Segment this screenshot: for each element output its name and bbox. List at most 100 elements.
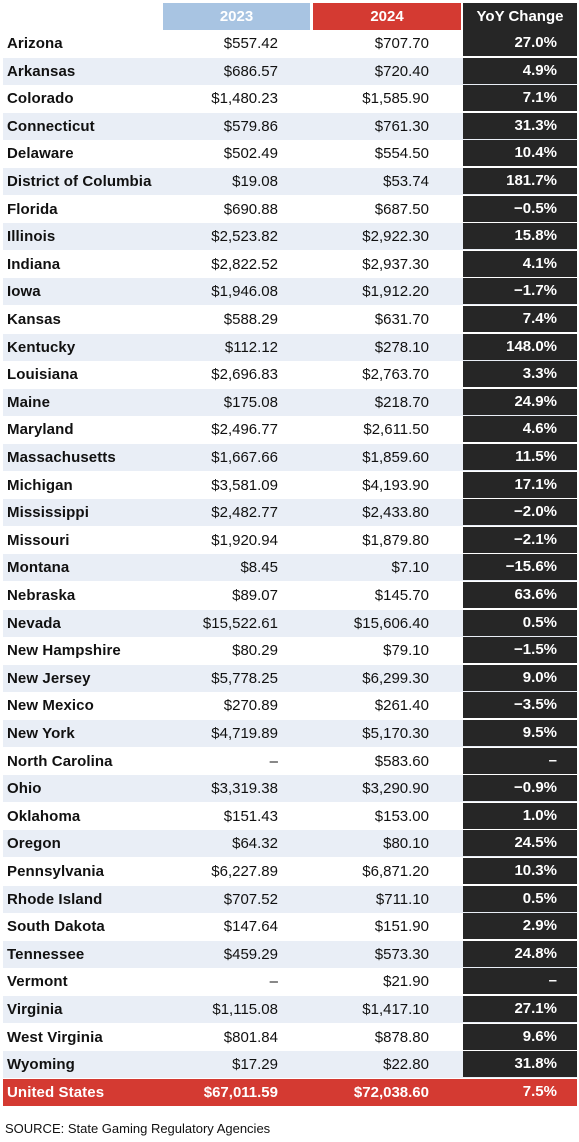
total-row: United States $67,011.59 $72,038.60 7.5%: [3, 1078, 577, 1106]
state-name-cell: Maine: [7, 393, 51, 411]
value-2024-cell: $583.60: [374, 752, 429, 770]
yoy-change-value: −3.5%: [514, 696, 557, 714]
value-2024-cell: $2,937.30: [362, 255, 429, 273]
table-row: West Virginia $801.84 $878.80 9.6%: [3, 1023, 577, 1051]
yoy-change-cell: 0.5%: [463, 609, 577, 636]
yoy-change-value: 24.5%: [514, 834, 557, 852]
yoy-change-cell: 4.6%: [463, 416, 577, 443]
yoy-change-value: 1.0%: [522, 806, 557, 824]
state-name-cell: Illinois: [7, 228, 56, 246]
value-2024-cell: $22.80: [383, 1056, 429, 1074]
value-2023-cell: $1,920.94: [211, 531, 278, 549]
table-row: Colorado $1,480.23 $1,585.90 7.1%: [3, 85, 577, 112]
table-header: 2023 2024 YoY Change: [3, 3, 577, 30]
table-row: Michigan $3,581.09 $4,193.90 17.1%: [3, 471, 577, 499]
value-2023-cell: $707.52: [223, 890, 278, 908]
value-2023-cell: $5,778.25: [211, 669, 278, 687]
state-name-cell: North Carolina: [7, 752, 113, 770]
table-row: Missouri $1,920.94 $1,879.80 −2.1%: [3, 526, 577, 554]
yoy-change-value: 27.0%: [514, 34, 557, 51]
table-row: Vermont – $21.90 –: [3, 968, 577, 995]
value-2024-cell: $878.80: [374, 1028, 429, 1046]
state-name-cell: Wyoming: [7, 1056, 75, 1074]
table-row: New York $4,719.89 $5,170.30 9.5%: [3, 720, 577, 747]
value-2023-cell: $2,822.52: [211, 255, 278, 273]
table-row: Iowa $1,946.08 $1,912.20 −1.7%: [3, 278, 577, 306]
state-name-cell: Kansas: [7, 311, 61, 328]
yoy-change-cell: 4.1%: [463, 250, 577, 277]
yoy-change-cell: 31.8%: [463, 1051, 577, 1078]
table-row: Indiana $2,822.52 $2,937.30 4.1%: [3, 250, 577, 278]
table-row: New Mexico $270.89 $261.40 −3.5%: [3, 692, 577, 719]
yoy-change-value: −1.7%: [514, 282, 557, 300]
value-2023-cell: $19.08: [232, 173, 278, 190]
state-name-cell: Pennsylvania: [7, 863, 105, 880]
table-row: Maine $175.08 $218.70 24.9%: [3, 388, 577, 416]
value-2024-cell: $153.00: [374, 807, 429, 825]
value-2023-cell: $8.45: [240, 559, 278, 577]
yoy-change-value: −2.1%: [514, 530, 557, 548]
table-row: Oregon $64.32 $80.10 24.5%: [3, 830, 577, 858]
yoy-change-value: 3.3%: [522, 365, 557, 383]
value-2023-cell: $1,480.23: [211, 90, 278, 108]
yoy-change-cell: 24.9%: [463, 388, 577, 415]
value-2023-cell: –: [269, 752, 278, 770]
column-header-2024: 2024: [313, 3, 461, 30]
value-2023-cell: $67,011.59: [203, 1083, 278, 1101]
yoy-change-cell: 9.6%: [463, 1023, 577, 1050]
table-row: Virginia $1,115.08 $1,417.10 27.1%: [3, 996, 577, 1023]
value-2024-cell: $79.10: [383, 642, 429, 660]
yoy-change-cell: −1.7%: [463, 278, 577, 305]
yoy-change-value: 0.5%: [522, 613, 557, 631]
yoy-change-value: 24.9%: [514, 392, 557, 410]
yoy-change-cell: 9.0%: [463, 664, 577, 691]
state-name-cell: District of Columbia: [7, 173, 152, 190]
yoy-change-value: 9.6%: [522, 1027, 557, 1045]
yoy-change-value: 4.9%: [522, 61, 557, 79]
value-2023-cell: $6,227.89: [211, 863, 278, 880]
value-2024-cell: $707.70: [374, 35, 429, 52]
yoy-change-value: 11.5%: [515, 448, 557, 465]
value-2023-cell: $1,946.08: [211, 283, 278, 301]
value-2024-cell: $2,763.70: [362, 366, 429, 384]
value-2024-cell: $711.10: [375, 890, 429, 908]
state-name-cell: Arkansas: [7, 62, 76, 80]
yoy-change-value: 63.6%: [514, 586, 557, 603]
value-2023-cell: $3,581.09: [211, 476, 278, 494]
table-row: Nevada $15,522.61 $15,606.40 0.5%: [3, 609, 577, 637]
value-2023-cell: $151.43: [223, 807, 278, 825]
value-2024-cell: $53.74: [383, 173, 429, 190]
value-2024-cell: $278.10: [374, 338, 429, 356]
table-row: District of Columbia $19.08 $53.74 181.7%: [3, 168, 577, 195]
value-2023-cell: $2,523.82: [211, 228, 278, 246]
yoy-change-value: −0.9%: [514, 779, 557, 797]
yoy-change-cell: –: [463, 747, 577, 774]
yoy-change-cell: 11.5%: [463, 444, 577, 470]
value-2023-cell: $1,115.08: [212, 1001, 278, 1018]
state-name-cell: West Virginia: [7, 1028, 103, 1046]
yoy-change-value: 4.6%: [522, 420, 557, 438]
value-2023-cell: $557.42: [223, 35, 278, 52]
value-2023-cell: –: [269, 973, 278, 991]
yoy-change-value: −0.5%: [514, 199, 557, 217]
value-2023-cell: $2,496.77: [211, 421, 278, 439]
yoy-change-value: 7.4%: [522, 310, 557, 327]
table-row: Kansas $588.29 $631.70 7.4%: [3, 306, 577, 333]
table-row: Arizona $557.42 $707.70 27.0%: [3, 30, 577, 57]
value-2023-cell: $89.07: [232, 587, 278, 604]
yoy-change-cell: 7.5%: [463, 1078, 577, 1105]
yoy-change-cell: 17.1%: [463, 471, 577, 498]
value-2024-cell: $145.70: [374, 587, 429, 604]
state-name-cell: Montana: [7, 559, 70, 577]
value-2024-cell: $261.40: [374, 697, 429, 715]
yoy-change-value: 27.1%: [514, 1000, 557, 1017]
value-2024-cell: $761.30: [374, 117, 429, 135]
state-name-cell: Louisiana: [7, 366, 78, 384]
yoy-change-cell: −1.5%: [463, 637, 577, 664]
yoy-change-cell: 10.3%: [463, 858, 577, 884]
yoy-change-cell: 9.5%: [463, 720, 577, 746]
value-2024-cell: $1,879.80: [362, 531, 429, 549]
state-name-cell: Vermont: [7, 973, 68, 991]
yoy-change-cell: 148.0%: [463, 333, 577, 360]
value-2024-cell: $72,038.60: [353, 1083, 429, 1101]
